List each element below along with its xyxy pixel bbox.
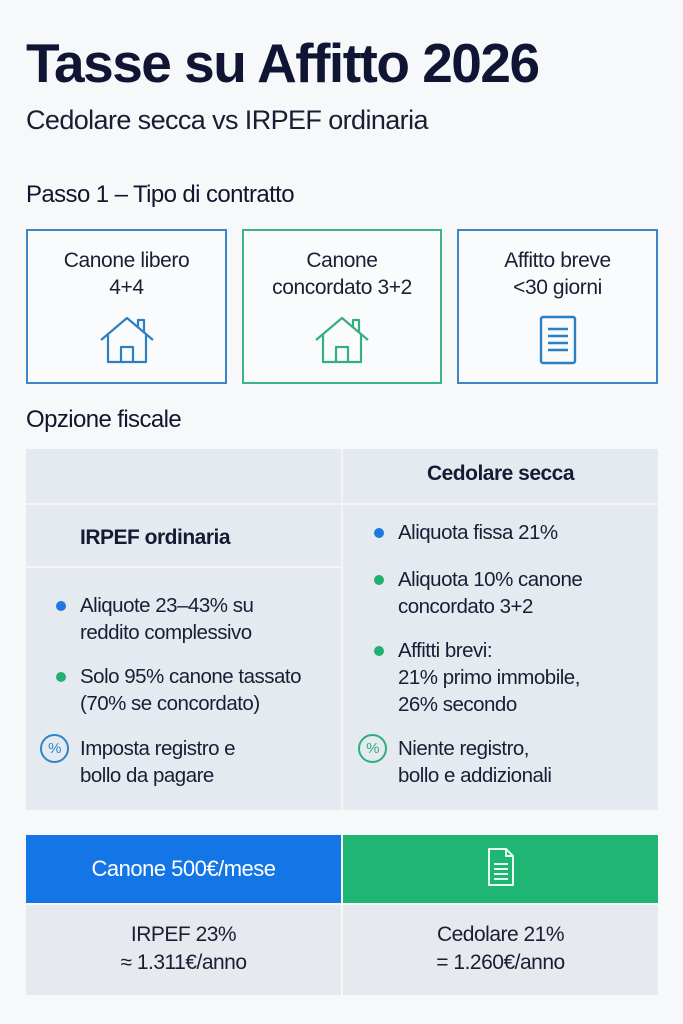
cedolare-item-2: Aliquota 10% canone concordato 3+2 xyxy=(374,566,583,620)
step1-title: Passo 1 – Tipo di contratto xyxy=(26,181,295,208)
cedolare-item-4: % Niente registro, bollo e addizionali xyxy=(358,734,552,789)
item-line: Aliquota fissa 21% xyxy=(398,521,558,544)
bullet-dot-blue xyxy=(374,528,384,538)
item-line: Imposta registro e xyxy=(80,737,236,760)
page-title: Tasse su Affitto 2026 xyxy=(26,32,540,94)
item-line: Aliquota 10% canone xyxy=(398,568,583,591)
card-label-line2: concordato 3+2 xyxy=(272,276,412,299)
card-label-line2: 4+4 xyxy=(109,276,144,299)
result-line: = 1.260€/anno xyxy=(436,951,565,974)
document-icon xyxy=(486,847,516,892)
card-label-line1: Affitto breve xyxy=(504,249,611,272)
bullet-dot-green xyxy=(374,646,384,656)
page-subtitle: Cedolare secca vs IRPEF ordinaria xyxy=(26,105,428,135)
result-line: Cedolare 21% xyxy=(436,923,565,946)
contract-card-canone-concordato[interactable]: Canone concordato 3+2 xyxy=(242,229,442,384)
document-icon xyxy=(530,314,586,366)
example-header-rent: Canone 500€/mese xyxy=(26,835,341,903)
bullet-dot-green xyxy=(56,672,66,682)
item-line: Niente registro, xyxy=(398,737,530,760)
card-label: Canone concordato 3+2 xyxy=(244,247,440,301)
item-line: 26% secondo xyxy=(398,693,517,716)
item-line: Solo 95% canone tassato xyxy=(80,665,302,688)
bullet-dot-blue xyxy=(56,601,66,611)
cedolare-item-1: Aliquota fissa 21% xyxy=(374,519,558,546)
cedolare-item-3: Affitti brevi: 21% primo immobile, 26% s… xyxy=(374,637,580,718)
example-header-label: Canone 500€/mese xyxy=(91,856,276,881)
example-cedolare-result: Cedolare 21% = 1.260€/anno xyxy=(343,905,658,995)
row-divider xyxy=(26,566,341,568)
irpef-item-3: % Imposta registro e bollo da pagare xyxy=(40,734,236,789)
card-label: Affitto breve <30 giorni xyxy=(459,247,656,301)
column-heading-irpef: IRPEF ordinaria xyxy=(80,526,231,549)
item-line: Aliquote 23–43% su xyxy=(80,594,254,617)
item-line: bollo da pagare xyxy=(80,764,214,787)
card-label: Canone libero 4+4 xyxy=(28,247,225,301)
irpef-item-1: Aliquote 23–43% su reddito complessivo xyxy=(56,592,254,646)
item-line: 21% primo immobile, xyxy=(398,666,580,689)
house-icon xyxy=(99,314,155,366)
example-header-icon-cell xyxy=(343,835,658,903)
contract-card-affitto-breve[interactable]: Affitto breve <30 giorni xyxy=(457,229,658,384)
item-line: reddito complessivo xyxy=(80,621,252,644)
item-line: bollo e addizionali xyxy=(398,764,552,787)
item-line: concordato 3+2 xyxy=(398,595,533,618)
column-divider xyxy=(341,449,343,810)
fiscal-option-table: Cedolare secca IRPEF ordinaria Aliquote … xyxy=(26,449,658,810)
bullet-dot-green xyxy=(374,575,384,585)
percent-icon: % xyxy=(40,734,69,763)
result-line: ≈ 1.311€/anno xyxy=(120,951,247,974)
result-line: IRPEF 23% xyxy=(130,923,237,946)
card-label-line1: Canone xyxy=(306,249,378,272)
irpef-item-2: Solo 95% canone tassato (70% se concorda… xyxy=(56,663,302,717)
card-label-line1: Canone libero xyxy=(63,249,190,272)
example-comparison-table: Canone 500€/mese IRPEF 23% ≈ 1.311€/anno… xyxy=(26,835,658,995)
item-line: Affitti brevi: xyxy=(398,639,493,662)
fiscal-option-title: Opzione fiscale xyxy=(26,406,182,433)
item-line: (70% se concordato) xyxy=(80,692,260,715)
column-heading-cedolare: Cedolare secca xyxy=(426,462,575,485)
example-irpef-result: IRPEF 23% ≈ 1.311€/anno xyxy=(26,905,341,995)
house-icon xyxy=(314,314,370,366)
row-divider xyxy=(26,503,341,505)
percent-icon: % xyxy=(358,734,387,763)
card-label-line2: <30 giorni xyxy=(513,276,602,299)
contract-card-canone-libero[interactable]: Canone libero 4+4 xyxy=(26,229,227,384)
row-divider xyxy=(343,503,658,505)
